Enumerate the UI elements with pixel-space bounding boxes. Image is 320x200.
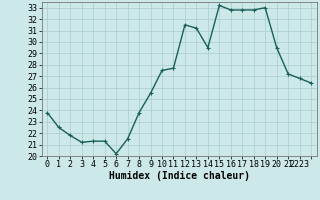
X-axis label: Humidex (Indice chaleur): Humidex (Indice chaleur) <box>109 171 250 181</box>
